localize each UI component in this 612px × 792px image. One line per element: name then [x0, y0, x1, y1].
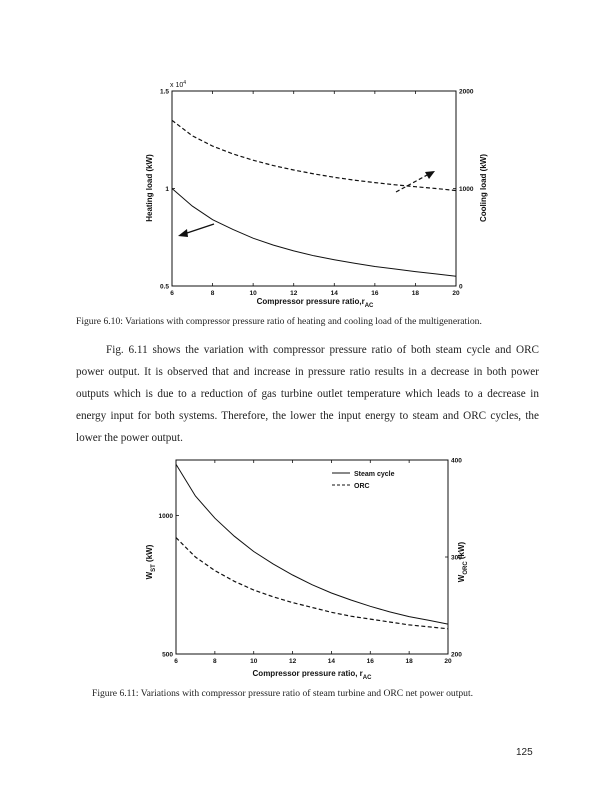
y-right-tick-label: 0 [459, 284, 463, 291]
heating-axis-arrowhead [178, 229, 188, 237]
chart-legend: Steam cycle ORC [332, 471, 395, 490]
series-lines [171, 119, 457, 277]
x-tick-label: 8 [211, 290, 215, 297]
x-tick-label: 20 [444, 658, 452, 665]
y-left-tick-label: 1.5 [160, 89, 169, 96]
legend-label-orc: ORC [354, 483, 370, 490]
x-tick-label: 6 [174, 658, 178, 665]
axis-arrows [178, 171, 435, 237]
x-tick-label: 12 [289, 658, 297, 665]
x-tick-label: 6 [170, 290, 174, 297]
y-left-tick-label: 1 [165, 186, 169, 193]
y-axis-right-label: WORC (kW) [457, 541, 469, 582]
exponent-label: x 104 [170, 80, 186, 89]
y-left-tick-label: 1000 [159, 513, 174, 520]
plot-axes [171, 90, 457, 287]
plot-frame [171, 90, 457, 287]
x-tick-label: 10 [250, 658, 258, 665]
series-lines [175, 463, 449, 630]
series-line-steam-cycle [175, 463, 449, 625]
x-tick-label: 14 [331, 290, 339, 297]
plot-frame [175, 459, 449, 655]
x-tick-label: 16 [371, 290, 379, 297]
tick-marks [171, 90, 457, 287]
y-right-tick-label: 400 [451, 458, 462, 465]
series-line-series-2 [171, 119, 457, 192]
x-tick-label: 18 [412, 290, 420, 297]
page-number: 125 [516, 747, 533, 758]
tick-labels: 6 8 10 12 14 16 18 20 0.5 1 1.5 0 1000 2000 [160, 89, 474, 298]
heating-axis-arrow-line [183, 223, 215, 235]
x-tick-label: 20 [452, 290, 460, 297]
body-paragraph: Fig. 6.11 shows the variation with compr… [76, 339, 539, 449]
y-axis-right-label: Cooling load (kW) [479, 154, 488, 222]
x-tick-label: 18 [406, 658, 414, 665]
x-tick-label: 12 [290, 290, 298, 297]
x-tick-label: 16 [367, 658, 375, 665]
y-left-tick-label: 500 [162, 652, 173, 659]
x-tick-label: 14 [328, 658, 336, 665]
figure-6-10-caption: Figure 6.10: Variations with compressor … [76, 316, 482, 327]
figure-6-10-chart: 6 8 10 12 14 16 18 20 0.5 1 1.5 0 1000 2000 x 104 Com… [145, 80, 488, 309]
legend-label-steam: Steam cycle [354, 471, 395, 478]
y-right-tick-label: 300 [451, 555, 462, 562]
paragraph-text: Fig. 6.11 shows the variation with compr… [76, 344, 539, 444]
x-axis-label: Compressor pressure ratio,rAC [257, 297, 374, 309]
x-tick-label: 8 [213, 658, 217, 665]
y-right-tick-label: 1000 [459, 186, 474, 193]
y-axis-left-label: WST (kW) [145, 544, 157, 579]
plot-axes [175, 459, 449, 655]
cooling-axis-arrow-line [395, 173, 430, 193]
figure-6-11-caption: Figure 6.11: Variations with compressor … [92, 688, 474, 699]
x-axis-label: Compressor pressure ratio, rAC [253, 669, 373, 681]
figure-6-11-chart: 6 8 10 12 14 16 18 20 500 1000 200 300 400 Steam cyc… [145, 458, 469, 682]
cooling-axis-arrowhead [425, 171, 435, 179]
x-tick-label: 10 [250, 290, 258, 297]
y-axis-left-label: Heating load (kW) [145, 154, 154, 222]
tick-marks [175, 459, 449, 655]
y-right-tick-label: 200 [451, 652, 462, 659]
tick-labels: 6 8 10 12 14 16 18 20 500 1000 200 300 400 [159, 458, 463, 666]
series-line-orc [175, 537, 449, 630]
series-line-series-1 [171, 188, 457, 277]
y-right-tick-label: 2000 [459, 89, 474, 96]
y-left-tick-label: 0.5 [160, 284, 169, 291]
